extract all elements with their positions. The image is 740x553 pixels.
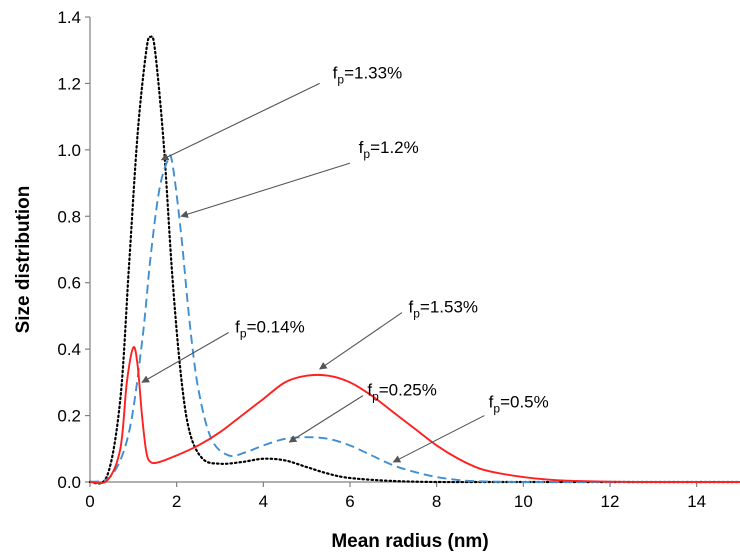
annotation-subscript: p xyxy=(363,147,370,161)
annotation-subscript: p xyxy=(372,390,379,404)
x-tick-label: 10 xyxy=(514,492,533,511)
y-tick-label: 0.8 xyxy=(57,207,81,226)
annotation-label: fp=0.14% xyxy=(235,318,305,341)
annotation-3: fp=1.53% xyxy=(319,298,479,370)
annotation-label: fp=1.53% xyxy=(409,298,479,321)
annotation-value: =1.33% xyxy=(344,63,402,82)
annotation-subscript: p xyxy=(240,327,247,341)
annotation-1: fp=1.2% xyxy=(180,138,419,218)
annotation-base: f xyxy=(235,318,240,337)
series-line-dotted xyxy=(88,35,740,485)
annotation-arrow xyxy=(141,332,229,383)
y-axis-ticks: 0.0 0.2 0.4 0.6 0.8 1.0 1.2 1.4 xyxy=(57,8,90,492)
annotation-2: fp=0.14% xyxy=(141,318,305,383)
y-tick-label: 0.2 xyxy=(57,407,81,426)
annotation-arrow xyxy=(392,415,485,463)
annotation-value: =0.14% xyxy=(247,318,305,337)
x-tick-label: 8 xyxy=(432,492,441,511)
x-tick-label: 4 xyxy=(259,492,268,511)
series-line-solid xyxy=(89,346,740,485)
annotation-label: fp=1.33% xyxy=(333,63,403,86)
series-line-dashed xyxy=(89,154,740,483)
annotation-value: =0.25% xyxy=(379,381,437,400)
series-layer xyxy=(88,35,740,485)
annotation-value: =0.5% xyxy=(500,392,549,411)
annotation-arrow xyxy=(288,395,364,443)
annotation-base: f xyxy=(333,63,338,82)
x-tick-label: 0 xyxy=(85,492,94,511)
annotation-4: fp=0.25% xyxy=(288,381,437,443)
annotation-value: =1.53% xyxy=(420,298,478,317)
annotation-arrow xyxy=(160,82,320,161)
y-tick-label: 1.2 xyxy=(57,74,81,93)
x-tick-label: 2 xyxy=(172,492,181,511)
y-tick-label: 1.4 xyxy=(57,8,81,27)
annotation-value: =1.2% xyxy=(370,138,419,157)
annotation-label: fp=0.25% xyxy=(367,381,437,404)
y-tick-label: 1.0 xyxy=(57,141,81,160)
annotation-arrow xyxy=(319,312,403,370)
y-axis-title: Size distribution xyxy=(13,186,34,334)
x-tick-label: 14 xyxy=(687,492,706,511)
x-tick-label: 6 xyxy=(345,492,354,511)
x-axis-ticks: 0 2 4 6 8 10 12 14 xyxy=(85,482,706,511)
x-axis-title: Mean radius (nm) xyxy=(331,531,488,552)
axes xyxy=(89,17,740,483)
annotation-0: fp=1.33% xyxy=(160,63,403,161)
y-tick-label: 0.6 xyxy=(57,274,81,293)
annotation-base: f xyxy=(367,381,372,400)
y-tick-label: 0.4 xyxy=(57,340,81,359)
annotation-label: fp=0.5% xyxy=(489,392,549,415)
y-tick-label: 0.0 xyxy=(57,473,81,492)
annotation-subscript: p xyxy=(413,307,420,321)
annotation-label: fp=1.2% xyxy=(359,138,419,161)
annotation-arrow xyxy=(180,162,351,218)
annotation-subscript: p xyxy=(493,401,500,415)
annotation-layer: fp=1.33%fp=1.2%fp=0.14%fp=1.53%fp=0.25%f… xyxy=(141,63,549,463)
annotation-5: fp=0.5% xyxy=(392,392,549,463)
annotation-base: f xyxy=(489,392,494,411)
annotation-subscript: p xyxy=(337,72,344,86)
x-tick-label: 12 xyxy=(601,492,620,511)
annotation-base: f xyxy=(359,138,364,157)
annotation-base: f xyxy=(409,298,414,317)
